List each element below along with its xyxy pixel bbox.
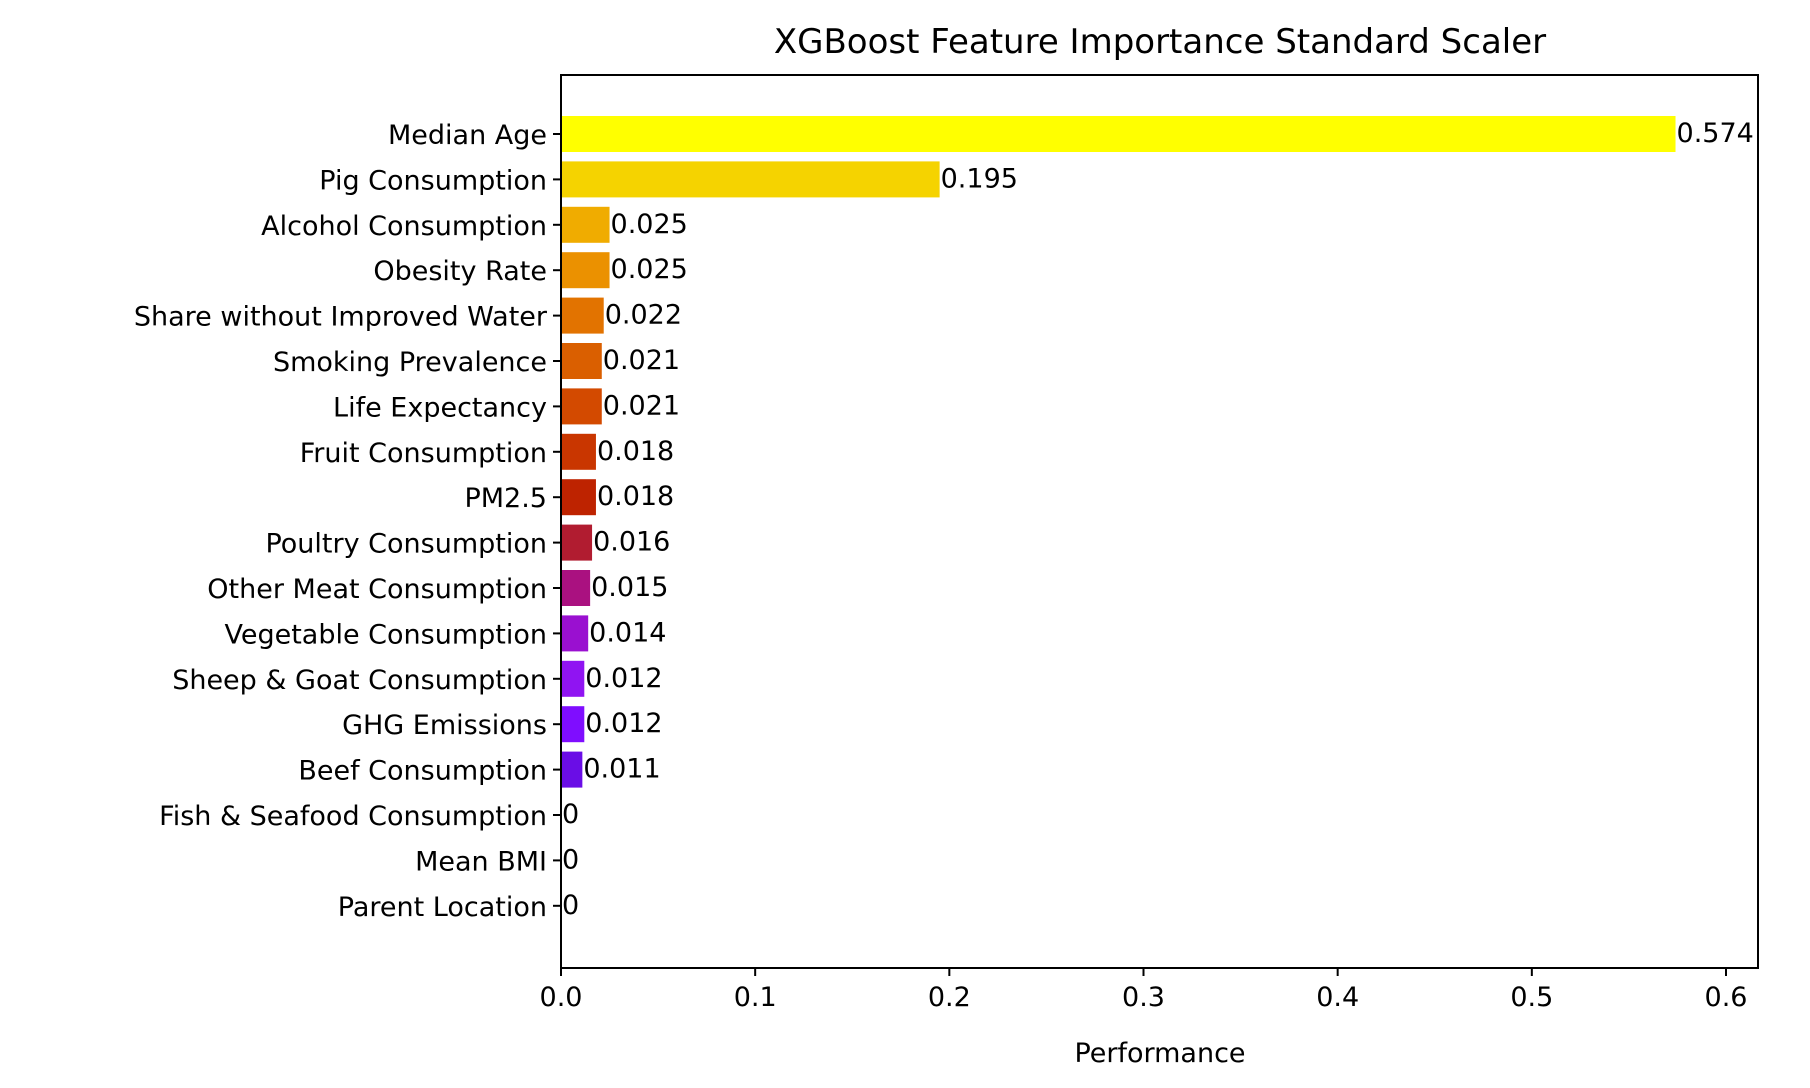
category-label: Parent Location — [338, 892, 547, 923]
data-label: 0.021 — [603, 390, 680, 421]
x-tick-label: 0.3 — [1122, 982, 1165, 1013]
bar — [561, 297, 604, 334]
data-label: 0.018 — [597, 481, 674, 512]
bar — [561, 433, 596, 470]
category-label: Vegetable Consumption — [224, 619, 547, 650]
category-label: Sheep & Goat Consumption — [172, 665, 547, 696]
bar — [561, 524, 593, 561]
bar — [561, 206, 610, 243]
data-label: 0 — [562, 890, 579, 921]
data-label: 0.021 — [603, 345, 680, 376]
data-label: 0.195 — [941, 163, 1018, 194]
bar — [561, 660, 585, 697]
data-label: 0.012 — [585, 663, 662, 694]
category-label: PM2.5 — [464, 483, 547, 514]
x-tick-label: 0.4 — [1316, 982, 1359, 1013]
category-label: Poultry Consumption — [265, 529, 547, 560]
x-tick-label: 0.1 — [734, 982, 777, 1013]
category-label: GHG Emissions — [342, 710, 547, 741]
x-tick-label: 0.6 — [1705, 982, 1748, 1013]
category-label: Other Meat Consumption — [207, 574, 547, 605]
bar — [561, 570, 591, 606]
x-tick-label: 0.5 — [1510, 982, 1553, 1013]
data-label: 0.022 — [605, 300, 682, 331]
category-label: Beef Consumption — [298, 756, 547, 787]
data-label: 0.018 — [597, 436, 674, 467]
data-label: 0.012 — [585, 708, 662, 739]
bar — [561, 706, 585, 743]
category-label: Pig Consumption — [319, 165, 547, 196]
bar — [561, 479, 596, 516]
data-labels: 0.574 0.195 0.025 0.025 0.022 0.021 0.021 0.018… — [562, 118, 1754, 921]
bars-group — [561, 116, 1676, 924]
category-label: Median Age — [388, 120, 547, 151]
category-labels: Median Age Pig Consumption Alcohol Consump… — [134, 120, 561, 923]
category-label: Fish & Seafood Consumption — [159, 801, 547, 832]
category-label: Alcohol Consumption — [261, 211, 547, 242]
data-label: 0.011 — [583, 754, 660, 785]
data-label: 0 — [562, 844, 579, 875]
category-label: Smoking Prevalence — [273, 347, 547, 378]
category-label: Life Expectancy — [333, 392, 547, 423]
bar — [561, 252, 610, 289]
x-axis-ticks: 0.0 0.1 0.2 0.3 0.4 0.5 0.6 — [540, 968, 1748, 1013]
x-axis-label: Performance — [1074, 1038, 1245, 1069]
data-label: 0 — [562, 799, 579, 830]
data-label: 0.014 — [589, 617, 666, 648]
category-label: Fruit Consumption — [300, 438, 547, 469]
bar — [561, 388, 602, 425]
bar — [561, 343, 602, 379]
category-label: Share without Improved Water — [134, 302, 548, 333]
plot-frame — [560, 74, 1759, 969]
bar — [561, 116, 1676, 152]
bar — [561, 615, 589, 652]
chart-title: XGBoost Feature Importance Standard Scal… — [774, 22, 1546, 62]
bar — [561, 161, 940, 198]
data-label: 0.015 — [591, 572, 668, 603]
data-label: 0.025 — [611, 209, 688, 240]
data-label: 0.016 — [593, 527, 670, 558]
data-label: 0.025 — [611, 254, 688, 285]
x-tick-label: 0.0 — [540, 982, 583, 1013]
category-label: Obesity Rate — [373, 256, 547, 287]
bar — [561, 751, 583, 788]
data-label: 0.574 — [1677, 118, 1754, 149]
x-tick-label: 0.2 — [928, 982, 971, 1013]
category-label: Mean BMI — [415, 846, 547, 877]
